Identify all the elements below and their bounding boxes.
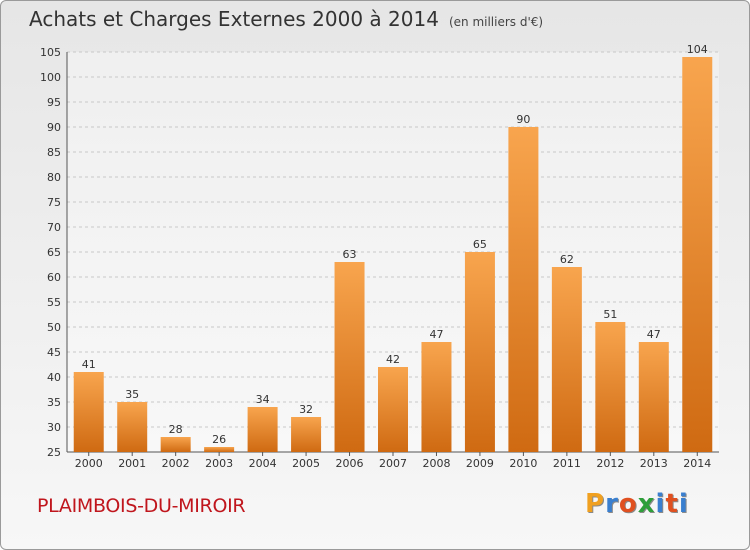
x-tick-label: 2008 (422, 457, 450, 470)
chart-subtitle: (en milliers d'€) (448, 15, 544, 29)
y-tick-label: 75 (47, 196, 61, 209)
brand-letter: x (637, 489, 656, 519)
bar-value-label: 51 (603, 308, 617, 321)
bar (160, 437, 191, 452)
bar-value-label: 63 (343, 248, 357, 261)
bar (595, 322, 626, 452)
bar-value-label: 104 (687, 43, 708, 56)
bar (421, 342, 452, 452)
bar-value-label: 90 (516, 113, 530, 126)
bar (508, 127, 539, 452)
bar-value-label: 41 (82, 358, 96, 371)
y-tick-label: 65 (47, 246, 61, 259)
bar-value-label: 47 (429, 328, 443, 341)
x-tick-label: 2007 (379, 457, 407, 470)
y-tick-label: 90 (47, 121, 61, 134)
y-tick-label: 85 (47, 146, 61, 159)
brand-logo: Proxiti (585, 489, 689, 519)
bar (378, 367, 408, 452)
bar-value-label: 32 (299, 403, 313, 416)
x-tick-label: 2010 (509, 457, 537, 470)
chart-title: Achats et Charges Externes 2000 à 2014 (e… (29, 7, 543, 31)
bar-value-label: 28 (169, 423, 183, 436)
y-tick-label: 60 (47, 271, 61, 284)
brand-letter: r (605, 489, 619, 519)
brand-letter: P (585, 489, 606, 519)
bar (551, 267, 582, 452)
bar-value-label: 62 (560, 253, 574, 266)
bar (464, 252, 495, 452)
x-tick-label: 2013 (640, 457, 668, 470)
y-tick-label: 100 (40, 71, 61, 84)
y-tick-label: 70 (47, 221, 61, 234)
bar (73, 372, 104, 452)
bar-value-label: 42 (386, 353, 400, 366)
y-tick-label: 45 (47, 346, 61, 359)
x-tick-label: 2014 (683, 457, 711, 470)
bar (204, 447, 235, 452)
bar (682, 57, 713, 452)
x-tick-label: 2005 (292, 457, 320, 470)
y-tick-label: 55 (47, 296, 61, 309)
bar (334, 262, 365, 452)
y-tick-label: 25 (47, 446, 61, 459)
y-tick-label: 95 (47, 96, 61, 109)
bar-value-label: 26 (212, 433, 226, 446)
bar (117, 402, 148, 452)
brand-letter: i (655, 489, 666, 519)
chart-title-text: Achats et Charges Externes 2000 à 2014 (29, 7, 439, 31)
x-tick-label: 2000 (75, 457, 103, 470)
brand-letter: i (678, 489, 689, 519)
x-tick-label: 2006 (336, 457, 364, 470)
x-tick-label: 2001 (118, 457, 146, 470)
y-tick-label: 40 (47, 371, 61, 384)
bar-value-label: 65 (473, 238, 487, 251)
x-tick-label: 2011 (553, 457, 581, 470)
y-tick-label: 35 (47, 396, 61, 409)
bar-value-label: 34 (256, 393, 270, 406)
bar (247, 407, 278, 452)
x-tick-label: 2003 (205, 457, 233, 470)
bar-value-label: 35 (125, 388, 139, 401)
brand-letter: t (665, 489, 679, 519)
x-tick-label: 2012 (596, 457, 624, 470)
bar-value-label: 47 (647, 328, 661, 341)
y-tick-label: 105 (40, 46, 61, 59)
y-tick-label: 80 (47, 171, 61, 184)
bar (638, 342, 669, 452)
y-tick-label: 50 (47, 321, 61, 334)
commune-name: PLAIMBOIS-DU-MIROIR (37, 495, 246, 517)
bar (291, 417, 322, 452)
x-tick-label: 2009 (466, 457, 494, 470)
y-tick-label: 30 (47, 421, 61, 434)
x-tick-label: 2004 (249, 457, 277, 470)
x-tick-label: 2002 (162, 457, 190, 470)
brand-letter: o (618, 489, 638, 519)
